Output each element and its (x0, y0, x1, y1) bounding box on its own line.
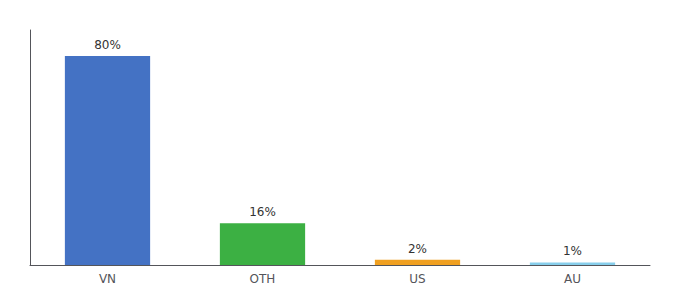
svg-text:80%: 80% (94, 38, 121, 52)
svg-text:AU: AU (564, 272, 581, 286)
svg-text:1%: 1% (563, 244, 582, 258)
svg-text:VN: VN (99, 272, 116, 286)
svg-text:2%: 2% (408, 242, 427, 256)
svg-text:16%: 16% (249, 205, 276, 219)
svg-text:US: US (409, 272, 425, 286)
svg-text:OTH: OTH (250, 272, 276, 286)
